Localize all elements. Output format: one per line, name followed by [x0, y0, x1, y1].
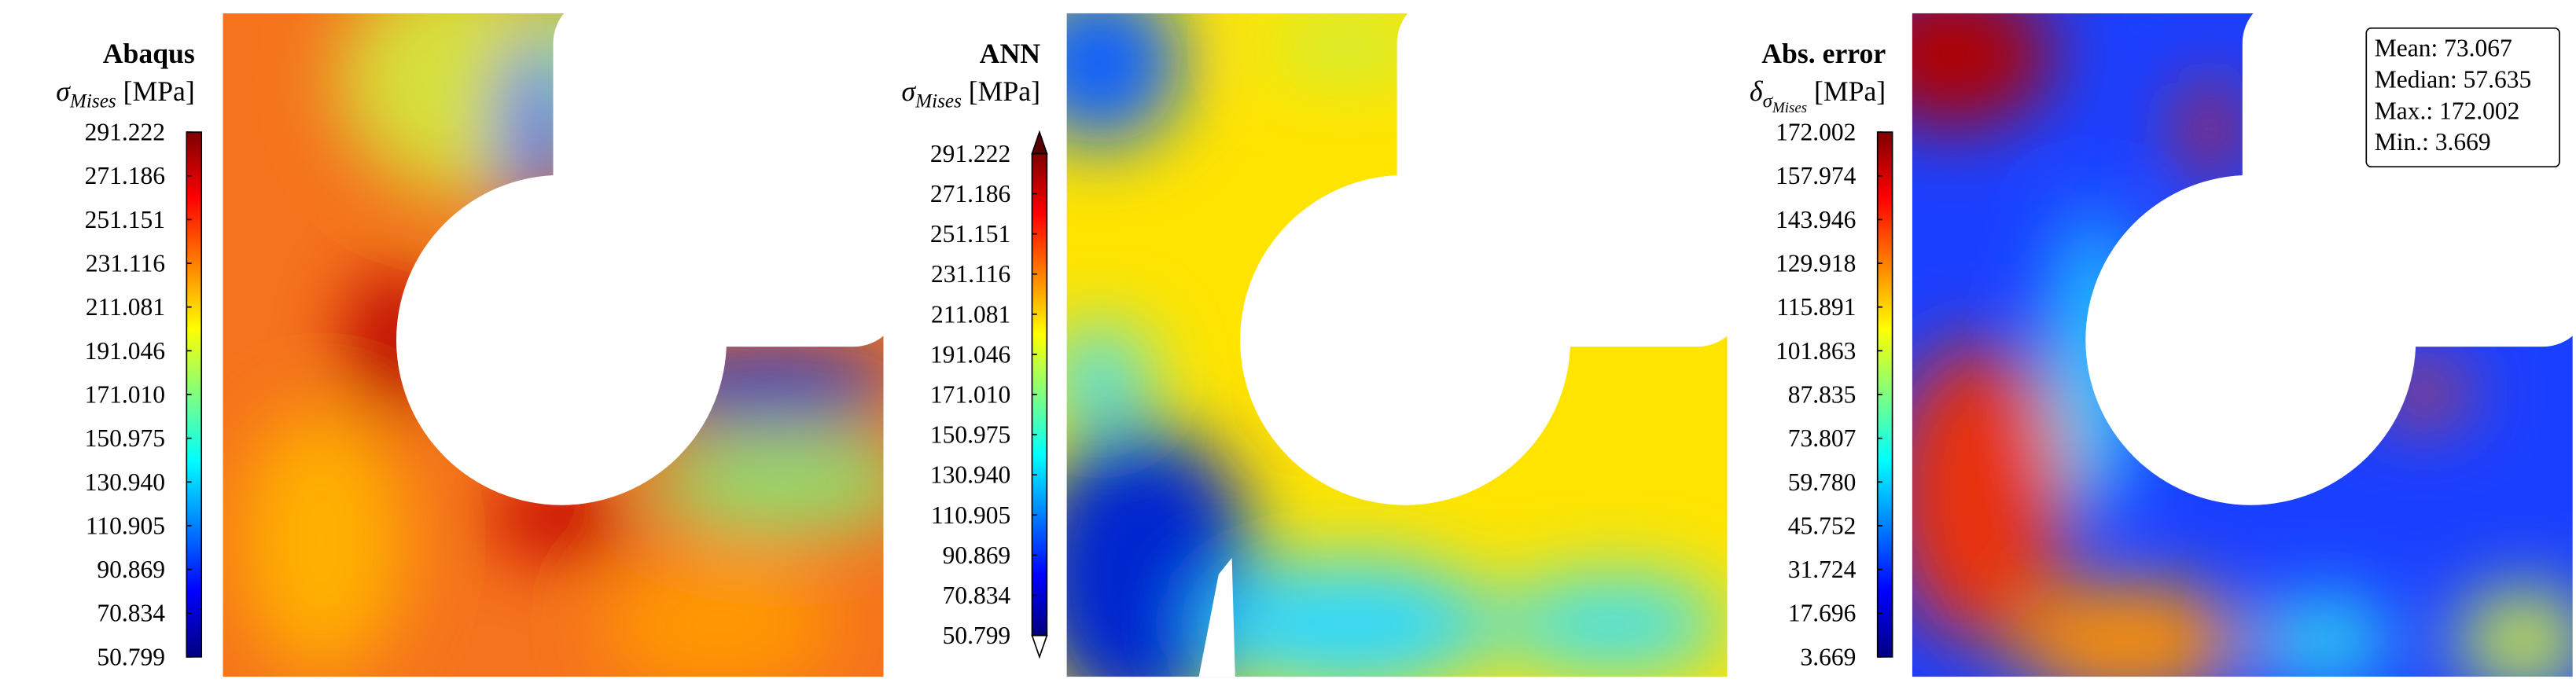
stats-space	[2457, 65, 2464, 93]
colorbar-tick-label: 101.863	[1776, 337, 1856, 365]
colorbar-tick-label: 291.222	[85, 119, 165, 146]
panel-title: Abaqus	[103, 38, 195, 69]
colorbar-tick-label: 172.002	[1776, 119, 1856, 146]
colorbar-tick-label: 211.081	[86, 293, 165, 321]
colorbar-label: δσMises [MPa]	[1750, 75, 1886, 116]
colorbar-tick-label: 130.940	[85, 468, 165, 496]
stats-box	[2365, 27, 2560, 168]
colorbar-tick-label: 171.010	[930, 381, 1010, 409]
colorbar-tick-label: 251.151	[930, 220, 1010, 248]
colorbar-tick-label: 231.116	[931, 260, 1010, 288]
panel-title: Abs. error	[1761, 38, 1886, 69]
colorbar-tick-label: 150.975	[85, 424, 165, 452]
label-space	[962, 75, 969, 107]
colorbar: 50.799 70.834 90.869 110.905 130.940 150.975 1…	[85, 119, 203, 670]
stats-label: Median:	[2375, 65, 2457, 93]
label-symbol: σ	[56, 75, 71, 107]
colorbar-tick-label: 90.869	[97, 556, 165, 583]
stats-line: Mean: 73.067	[2375, 35, 2512, 62]
stats-value: 3.669	[2435, 128, 2491, 156]
label-subscript: σ	[1763, 91, 1774, 112]
colorbar-tick-label: 143.946	[1776, 206, 1856, 233]
label-space	[1807, 75, 1814, 107]
colorbar-tick-label: 73.807	[1788, 424, 1857, 452]
stats-line: Median: 57.635	[2375, 65, 2531, 93]
colorbar-extend-max	[1031, 130, 1048, 155]
label-space	[116, 75, 123, 107]
label-unit: [MPa]	[1814, 75, 1886, 107]
colorbar-tick-label: 31.724	[1788, 556, 1857, 583]
colorbar-tick-label: 271.186	[930, 180, 1010, 207]
colorbar-tick-label: 90.869	[943, 541, 1011, 569]
stats-line: Min.: 3.669	[2375, 128, 2491, 156]
colorbar-tick-label: 115.891	[1776, 293, 1856, 321]
stats-label: Min.:	[2375, 128, 2429, 156]
stats-space	[2433, 97, 2439, 124]
colorbar-tick-label: 17.696	[1788, 600, 1857, 627]
label-symbol: δ	[1750, 75, 1764, 107]
colorbar-tick-label: 70.834	[943, 582, 1011, 609]
colorbar: 50.799 70.834 90.869 110.905 130.940 150.975 1…	[930, 130, 1048, 659]
stats-value: 172.002	[2439, 97, 2519, 124]
colorbar-tick-label: 87.835	[1788, 381, 1857, 409]
colorbar-tick-label: 271.186	[85, 162, 165, 189]
colorbar-label: σMises [MPa]	[56, 75, 195, 112]
stats-space	[2429, 128, 2435, 156]
colorbar-extend-min	[1031, 634, 1048, 659]
colorbar-tick-label: 191.046	[85, 337, 165, 365]
panel-title: ANN	[980, 38, 1041, 69]
stats-label: Max.:	[2375, 97, 2433, 124]
label-unit: [MPa]	[969, 75, 1040, 107]
label-subscript: Mises	[914, 91, 962, 112]
colorbar-tick-label: 211.081	[931, 300, 1010, 328]
colorbar-tick-label: 171.010	[85, 381, 165, 409]
stats-value: 57.635	[2464, 65, 2532, 93]
stats-line: Max.: 172.002	[2375, 97, 2520, 124]
label-symbol: σ	[902, 75, 917, 107]
colorbar-tick-label: 130.940	[930, 461, 1010, 489]
colorbar-tick-label: 291.222	[930, 140, 1010, 167]
label-subsubscript: Mises	[1772, 100, 1807, 116]
label-subscript: Mises	[69, 91, 116, 112]
colorbar-tick-label: 50.799	[97, 643, 165, 670]
colorbar-tick-label: 3.669	[1801, 643, 1857, 670]
stats-label: Mean:	[2375, 35, 2438, 62]
stats-value: 73.067	[2444, 35, 2512, 62]
colorbar-tick-label: 150.975	[930, 421, 1010, 449]
colorbar-tick-label: 157.974	[1776, 162, 1857, 189]
stats-space	[2438, 35, 2444, 62]
colorbar-tick-label: 45.752	[1788, 512, 1857, 539]
colorbar: 3.669 17.696 31.724 45.752 59.780 73.807 87.83…	[1776, 119, 1893, 670]
colorbar-label: σMises [MPa]	[902, 75, 1041, 112]
colorbar-tick-label: 251.151	[85, 206, 165, 233]
label-unit: [MPa]	[123, 75, 195, 107]
colorbar-tick-label: 110.905	[931, 501, 1010, 529]
colorbar-tick-label: 70.834	[97, 600, 165, 627]
colorbar-tick-label: 50.799	[943, 622, 1011, 649]
colorbar-tick-label: 191.046	[930, 340, 1010, 368]
field-abaqus	[223, 0, 917, 690]
colorbar-tick-label: 59.780	[1788, 468, 1857, 496]
colorbar-tick-label: 110.905	[86, 512, 165, 539]
colorbar-tick-label: 231.116	[86, 250, 165, 277]
field-ann	[1017, 0, 1728, 690]
colorbar-tick-label: 129.918	[1776, 250, 1856, 277]
